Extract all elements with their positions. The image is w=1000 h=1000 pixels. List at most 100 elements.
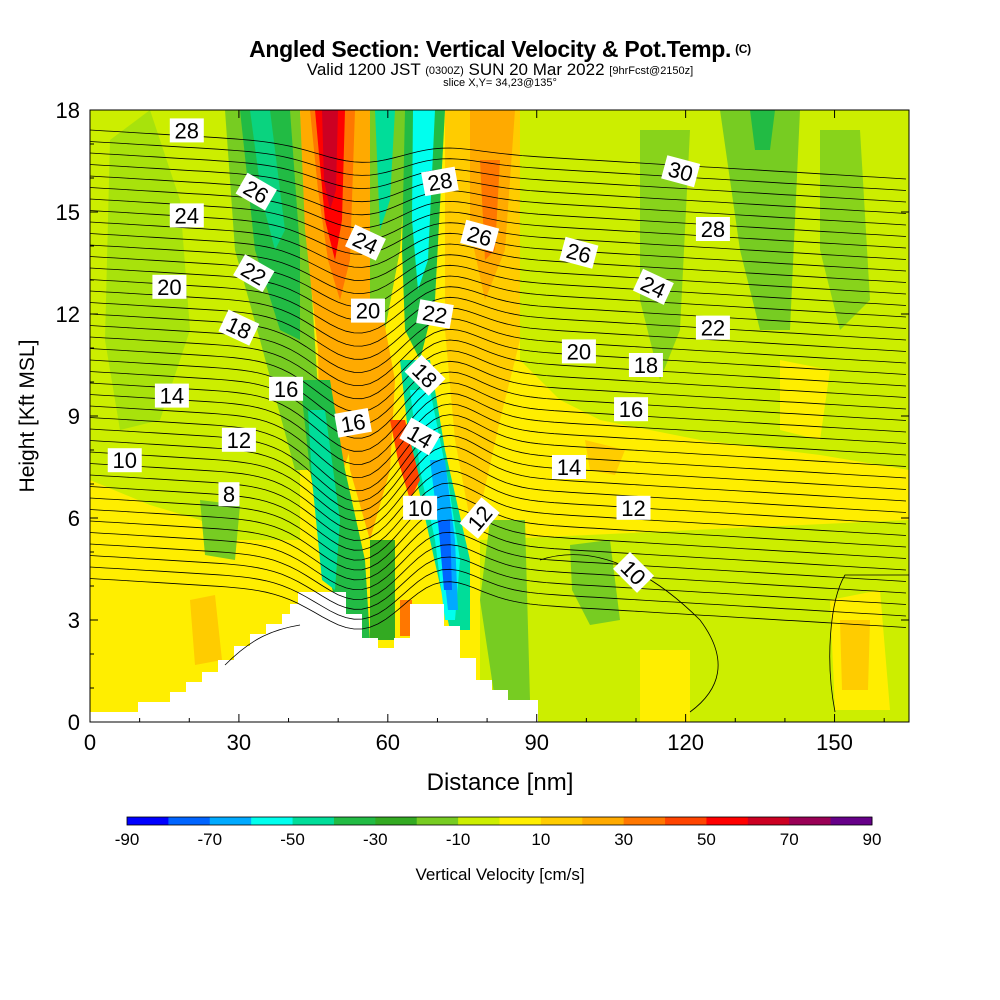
- isentrope: [90, 233, 907, 283]
- contour-label-text: 20: [356, 299, 380, 324]
- isentrope-lower: [539, 554, 719, 713]
- contour-label-text: 24: [175, 203, 199, 228]
- colorbar-swatch: [292, 817, 335, 825]
- field-slope-red-1: [390, 420, 420, 500]
- contour-label: 28: [421, 166, 459, 196]
- isentrope: [90, 267, 907, 321]
- contour-label-bg: [221, 427, 256, 452]
- colorbar-tick-label: -90: [115, 830, 140, 849]
- contour-label-bg: [218, 482, 240, 507]
- colorbar-swatch: [540, 817, 583, 825]
- contour-label: 14: [154, 383, 189, 409]
- isentrope: [90, 494, 907, 561]
- y-tick-label: 15: [56, 200, 80, 225]
- isentrope-lower-right: [829, 574, 909, 713]
- contour-label: 8: [218, 482, 240, 507]
- contour-label: 12: [616, 495, 651, 521]
- contour-label: 16: [614, 397, 649, 422]
- subtitle-zulu: (0300Z): [425, 65, 464, 77]
- colorbar-swatch: [499, 817, 542, 825]
- x-tick-label: 90: [524, 730, 548, 755]
- field-band-teal-left: [250, 110, 285, 250]
- contour-label-bg: [403, 495, 438, 520]
- colorbar-tick-label: -50: [280, 830, 305, 849]
- x-tick-label: 0: [84, 730, 96, 755]
- contour-label-text: 14: [557, 455, 581, 480]
- title-mark: (C): [735, 42, 751, 56]
- field-lower-green-1: [570, 540, 620, 625]
- colorbar-swatch: [623, 817, 666, 825]
- x-tick-label: 120: [667, 730, 704, 755]
- chart-title: Angled Section: Vertical Velocity & Pot.…: [0, 36, 1000, 63]
- colorbar-swatch: [582, 817, 625, 825]
- isentrope: [90, 221, 907, 272]
- colorbar-swatch: [416, 817, 459, 825]
- y-tick-label: 18: [56, 98, 80, 123]
- subtitle-valid: Valid 1200 JST: [306, 60, 421, 79]
- contour-label-text: 22: [701, 316, 725, 341]
- contour-label-text: 12: [621, 496, 645, 521]
- field-right-band-1: [640, 130, 690, 380]
- isentrope: [90, 555, 907, 610]
- field-down-teal-2: [412, 110, 435, 290]
- field-lower-left-green: [200, 500, 240, 560]
- contour-label-bg: [404, 354, 446, 396]
- isentrope-lower-left: [224, 624, 301, 666]
- colorbar-tick-label: -70: [197, 830, 222, 849]
- contour-label-text: 16: [339, 409, 367, 438]
- contour-label: 10: [107, 448, 142, 473]
- contour-label-bg: [345, 224, 386, 261]
- isentrope: [90, 371, 907, 439]
- contour-label-text: 28: [426, 167, 454, 196]
- contour-label-bg: [152, 274, 187, 299]
- contour-label-bg: [459, 497, 500, 539]
- colorbar-tick-label: 10: [531, 830, 550, 849]
- field-yellow-patch-2: [780, 360, 830, 440]
- contour-label-bg: [661, 155, 701, 188]
- contour-label-text: 28: [175, 118, 199, 143]
- field-updraft-core: [322, 110, 338, 210]
- x-tick-label: 30: [227, 730, 251, 755]
- isentrope: [90, 392, 907, 465]
- contour-label-bg: [218, 309, 260, 346]
- colorbar-tick-label: 50: [697, 830, 716, 849]
- contour-label-bg: [695, 217, 730, 241]
- colorbar-tick-label: -30: [363, 830, 388, 849]
- y-tick-label: 3: [68, 608, 80, 633]
- colorbar-label: Vertical Velocity [cm/s]: [415, 865, 584, 884]
- field-lower-left-orange: [190, 595, 222, 665]
- contour-label-bg: [559, 236, 599, 269]
- terrain: [90, 592, 538, 722]
- colorbar-tick-label: 90: [863, 830, 882, 849]
- isentrope: [90, 198, 907, 249]
- contour-label: 28: [695, 217, 730, 242]
- colorbar-swatch: [127, 817, 169, 825]
- isentrope: [90, 302, 907, 360]
- field-lower-yellow-2: [640, 650, 690, 722]
- colorbar-swatch: [665, 817, 707, 825]
- field-right-band-2: [820, 130, 870, 330]
- colorbar-swatch: [458, 817, 500, 825]
- contour-label: 30: [661, 155, 701, 188]
- colorbar-swatch: [747, 817, 790, 825]
- y-axis: 0 3 6 9 12 15 18: [56, 98, 909, 735]
- isentrope: [90, 543, 907, 600]
- contour-label: 10: [403, 495, 438, 521]
- isentrope: [90, 531, 907, 591]
- contour-label-bg: [613, 551, 655, 593]
- isentrope: [90, 244, 907, 295]
- contour-label-text: 10: [408, 496, 432, 521]
- colorbar-swatch: [168, 817, 211, 825]
- contour-label-bg: [269, 376, 304, 401]
- contour-label-bg: [107, 448, 142, 473]
- contour-label: 26: [460, 219, 500, 252]
- isentrope: [90, 279, 907, 334]
- contour-label: 12: [221, 427, 256, 453]
- isentrope: [90, 175, 907, 226]
- colorbar-tick-label: 70: [780, 830, 799, 849]
- contour-label-text: 16: [274, 377, 298, 402]
- colorbar-swatch: [830, 817, 873, 825]
- field-down-teal-1: [375, 110, 395, 230]
- isentrope: [90, 578, 907, 630]
